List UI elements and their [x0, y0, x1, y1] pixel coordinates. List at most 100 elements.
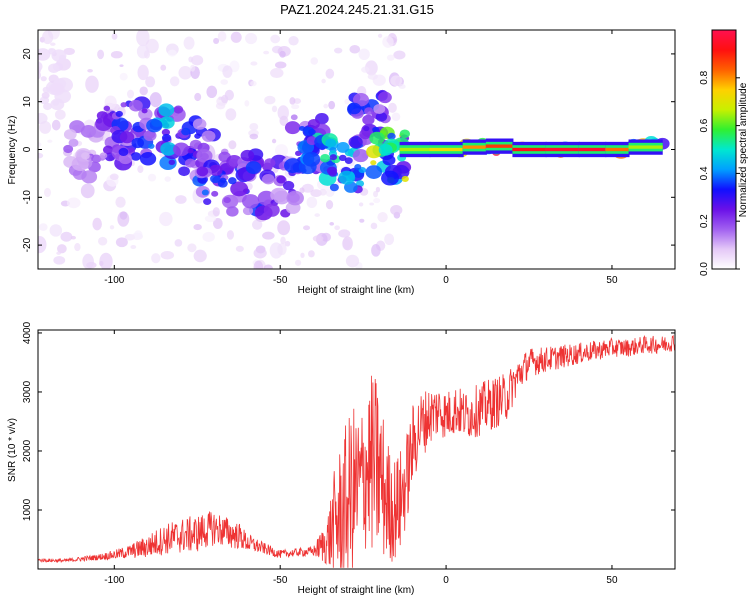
- spectrogram-speckle: [370, 222, 378, 230]
- colorbar: 0.0 0.2 0.4 0.6 0.8 Normalized spectral ampl…: [699, 29, 749, 276]
- spectrogram-speckle: [342, 236, 353, 251]
- spectrogram-speckle: [225, 108, 237, 121]
- spectrogram-blob: [68, 138, 79, 147]
- spectrogram-speckle: [291, 104, 300, 110]
- spectrogram-blob: [160, 142, 177, 156]
- spectrogram-speckle: [193, 249, 207, 263]
- spectrogram-speckle: [250, 80, 257, 87]
- spectrogram-speckle: [338, 229, 351, 238]
- spectrogram-xtick-label: -100: [104, 275, 124, 286]
- spectrogram-speckle: [358, 202, 364, 207]
- spectrogram-speckle: [42, 30, 54, 45]
- spectrogram-blob: [192, 118, 207, 130]
- spectrogram-speckle: [217, 31, 227, 42]
- spectrogram-speckle: [119, 64, 124, 67]
- spectrogram-speckle: [193, 224, 202, 231]
- spectrogram-speckle: [373, 198, 381, 204]
- spectrogram-speckle: [253, 260, 264, 269]
- snr-xtick-label: -100: [104, 575, 124, 586]
- spectrogram-blob: [196, 149, 213, 163]
- spectrogram-speckle: [160, 250, 175, 260]
- spectrogram-blob: [209, 164, 223, 176]
- snr-ytick-label: 2000: [22, 439, 33, 462]
- spectrogram-speckle: [253, 247, 267, 259]
- spectrogram-band-core: [578, 147, 607, 152]
- spectrogram-xtick-label: 50: [606, 275, 618, 286]
- spectrogram-speckle: [213, 218, 223, 230]
- spectrogram-speckle: [235, 245, 244, 252]
- spectrogram-speckle: [63, 47, 75, 55]
- spectrogram-speckle: [115, 237, 128, 248]
- snr-ytick-label: 1000: [22, 498, 33, 521]
- spectrogram-blob: [401, 175, 409, 182]
- spectrogram-speckle: [136, 44, 149, 59]
- spectrogram-speckle: [127, 89, 135, 99]
- spectrogram-speckle: [344, 98, 350, 105]
- spectrogram-speckle: [220, 79, 229, 85]
- spectrogram-speckle: [323, 103, 329, 109]
- spectrogram-blob: [226, 206, 239, 217]
- spectrogram-blob: [264, 158, 276, 168]
- spectrogram-speckle: [377, 33, 383, 38]
- spectrogram-speckle: [97, 236, 108, 246]
- spectrogram-speckle: [221, 94, 229, 104]
- spectrogram-blob: [381, 170, 399, 186]
- colorbar-tick-label: 0.4: [699, 166, 710, 180]
- spectrogram-speckle: [136, 30, 150, 47]
- spectrogram-speckle: [222, 65, 233, 78]
- spectrogram-speckle: [386, 54, 395, 61]
- spectrogram-speckle: [262, 231, 275, 240]
- spectrogram-speckle: [308, 250, 315, 258]
- spectrogram-speckle: [349, 44, 361, 54]
- spectrogram-speckle: [92, 217, 102, 231]
- spectrogram-speckle: [279, 115, 289, 127]
- spectrogram-speckle: [212, 207, 220, 217]
- spectrogram-speckle: [334, 225, 340, 231]
- spectrogram-speckle: [371, 244, 381, 257]
- spectrogram-speckle: [245, 32, 258, 45]
- spectrogram-blob: [38, 48, 51, 61]
- spectrogram-speckle: [54, 109, 66, 120]
- spectrogram-blob: [102, 145, 114, 155]
- spectrogram-blob: [48, 63, 60, 74]
- spectrogram-blob: [245, 161, 262, 174]
- spectrogram-speckle: [244, 100, 250, 107]
- spectrogram-blob: [201, 189, 209, 196]
- spectrogram-speckle: [301, 183, 314, 193]
- spectrogram-blob: [282, 180, 295, 191]
- snr-frame: [37, 329, 676, 570]
- spectrogram-speckle: [57, 244, 67, 254]
- spectrogram-speckle: [38, 236, 47, 254]
- spectrogram-speckle: [49, 224, 63, 237]
- spectrogram-speckle: [306, 196, 318, 209]
- spectrogram-speckle: [174, 239, 183, 247]
- spectrogram-speckle: [328, 100, 336, 110]
- spectrogram-speckle: [160, 64, 167, 71]
- spectrogram-speckle: [310, 57, 319, 65]
- spectrogram-blob: [382, 154, 396, 166]
- spectrogram-speckle: [38, 152, 44, 159]
- spectrogram-speckle: [38, 142, 42, 147]
- spectrogram-speckle: [359, 218, 365, 223]
- spectrogram-speckle: [119, 72, 128, 81]
- spectrogram-blob: [363, 125, 370, 132]
- spectrogram-blob: [284, 121, 301, 135]
- spectrogram-speckle: [388, 102, 397, 113]
- spectrogram-blob: [130, 152, 142, 161]
- spectrogram-blob: [203, 198, 212, 205]
- spectrogram-blob: [43, 102, 52, 111]
- spectrogram-speckle: [50, 42, 56, 46]
- spectrogram-speckle: [47, 139, 53, 143]
- chart-title: PAZ1.2024.245.21.31.G15: [280, 2, 434, 17]
- spectrogram-blob: [91, 154, 102, 163]
- spectrogram-speckle: [38, 223, 48, 231]
- spectrogram-speckle: [314, 213, 320, 217]
- spectrogram-band-core: [429, 147, 464, 152]
- spectrogram-speckle: [277, 220, 291, 236]
- spectrogram-blob: [120, 102, 127, 108]
- spectrogram-speckle: [250, 61, 258, 66]
- spectrogram-blob: [308, 128, 316, 136]
- spectrogram-speckle: [74, 243, 81, 252]
- spectrogram-blob: [387, 132, 396, 140]
